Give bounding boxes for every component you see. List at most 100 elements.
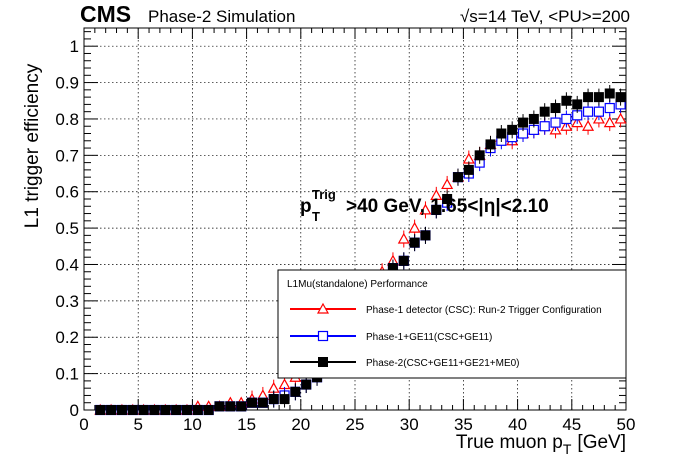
x-axis-label-sub: T: [563, 441, 572, 457]
data-point-phase1: [397, 232, 410, 244]
x-axis-label-unit: [GeV]: [577, 432, 626, 453]
data-point-phase2: [431, 204, 442, 215]
data-point-phase2: [593, 92, 604, 103]
legend-title: L1Mu(standalone) Performance: [287, 279, 428, 290]
data-point-phase2: [268, 394, 279, 405]
y-tick-label: 1: [70, 37, 79, 56]
x-tick-label: 10: [183, 415, 202, 434]
y-tick-label: 0.7: [55, 146, 79, 165]
data-point-ge11: [593, 106, 605, 117]
data-point-phase1: [614, 112, 627, 124]
cut-annotation-sub: T: [312, 209, 320, 224]
cut-annotation-p: p: [300, 196, 312, 217]
data-point-phase2: [214, 401, 225, 412]
data-point-phase2: [398, 255, 409, 266]
data-point-phase1: [408, 221, 421, 233]
data-point-phase2: [463, 164, 474, 175]
data-point-phase2: [442, 193, 453, 204]
data-point-phase2: [409, 237, 420, 248]
x-tick-label: 15: [237, 415, 256, 434]
cut-annotation-text: >40 GeV, 1.65<|η|<2.10: [346, 196, 549, 217]
data-point-phase2: [181, 405, 192, 415]
data-point-phase2: [420, 230, 431, 241]
y-tick-label: 0.5: [55, 219, 79, 238]
data-point-phase1: [430, 189, 443, 200]
data-point-phase2: [615, 92, 626, 103]
data-point-phase2: [290, 386, 301, 397]
data-point-phase2: [518, 117, 529, 128]
y-tick-label: 0.3: [55, 292, 79, 311]
legend-entry-phase2: Phase-2(CSC+GE11+GE21+ME0): [366, 358, 520, 369]
data-point-phase2: [203, 405, 214, 415]
data-point-phase2: [236, 401, 247, 412]
x-tick-label: 20: [291, 415, 310, 434]
data-point-phase2: [116, 405, 127, 415]
x-tick-label: 40: [508, 415, 527, 434]
x-tick-label: 30: [400, 415, 419, 434]
data-point-phase2: [561, 95, 572, 106]
legend: L1Mu(standalone) Performance Phase-1 det…: [277, 269, 627, 379]
data-point-phase2: [279, 394, 290, 405]
y-tick-label: 0.4: [55, 255, 79, 274]
data-point-phase2: [95, 405, 106, 415]
data-point-phase2: [496, 128, 507, 139]
x-tick-label: 5: [133, 415, 142, 434]
energy-label: √s=14 TeV, <PU>=200: [460, 7, 630, 26]
y-tick-label: 0: [70, 401, 79, 420]
legend-entry-phase1: Phase-1 detector (CSC): Run-2 Trigger Co…: [366, 305, 602, 316]
data-point-ge11: [539, 121, 550, 132]
x-tick-label: 25: [346, 415, 365, 434]
data-point-ge11: [604, 102, 615, 114]
data-point-phase2: [301, 379, 312, 390]
legend-marker-ge11: [317, 330, 329, 342]
tick-labels: 0 5 10 15 20 25 30 35 40 45 50 0 0.1 0.2 0.3 0.4 0.5 0.6 0…: [55, 37, 635, 434]
data-point-phase1: [441, 178, 454, 190]
legend-marker-phase2: [318, 357, 328, 367]
y-tick-label: 0.6: [55, 183, 79, 202]
data-point-ge11: [550, 117, 561, 128]
y-tick-label: 0.8: [55, 110, 79, 129]
x-tick-label: 35: [454, 415, 473, 434]
data-point-phase2: [192, 405, 203, 415]
data-point-phase2: [583, 92, 594, 103]
experiment-label: CMS: [80, 1, 131, 27]
data-point-phase2: [539, 106, 550, 117]
x-axis-label-main: True muon p: [456, 432, 563, 453]
y-tick-label: 0.2: [55, 328, 79, 347]
y-tick-label: 0.1: [55, 365, 79, 384]
data-point-phase2: [452, 172, 463, 183]
cut-annotation-sup: Trig: [312, 187, 336, 202]
subtitle-label: Phase-2 Simulation: [148, 7, 295, 26]
y-axis-label: L1 trigger efficiency: [22, 63, 43, 228]
data-point-ge11: [561, 113, 572, 125]
x-tick-label: 45: [562, 415, 581, 434]
data-point-phase2: [149, 405, 160, 415]
legend-marker-phase1: [316, 302, 330, 314]
y-tick-label: 0.9: [55, 74, 79, 93]
data-point-phase1: [419, 203, 432, 215]
data-point-phase2: [604, 88, 615, 99]
data-point-phase2: [106, 405, 117, 415]
data-point-phase2: [528, 113, 539, 124]
legend-box: [277, 269, 627, 379]
x-axis-label: True muon pT [GeV]: [456, 432, 626, 457]
data-point-phase2: [507, 124, 518, 135]
data-point-phase2: [572, 99, 583, 110]
cut-annotation: p Trig T >40 GeV, 1.65<|η|<2.10: [300, 187, 549, 224]
data-point-phase1: [603, 116, 616, 128]
data-point-phase1: [582, 119, 595, 131]
data-point-phase2: [225, 401, 236, 412]
data-point-ge11: [582, 106, 594, 117]
data-point-phase2: [247, 397, 258, 408]
data-point-phase2: [474, 150, 485, 161]
x-tick-label: 50: [617, 415, 636, 434]
data-point-phase2: [138, 405, 149, 415]
data-point-phase2: [160, 405, 171, 415]
data-point-phase2: [257, 397, 268, 408]
x-tick-label: 0: [79, 415, 88, 434]
data-point-phase2: [550, 103, 561, 114]
data-point-phase2: [171, 405, 182, 415]
data-point-phase2: [127, 405, 138, 415]
legend-entry-ge11: Phase-1+GE11(CSC+GE11): [366, 332, 492, 343]
